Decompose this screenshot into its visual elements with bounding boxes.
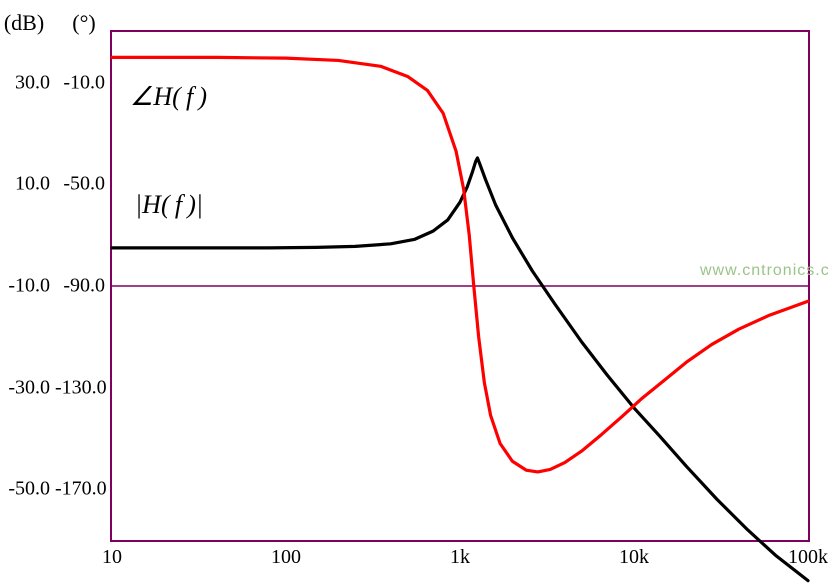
y-tick-deg: -50.0 bbox=[55, 173, 105, 196]
x-tick: 100k bbox=[788, 546, 828, 569]
y-tick-deg: -10.0 bbox=[55, 71, 105, 94]
phase-line bbox=[112, 57, 808, 472]
phase-series-label: ∠H( f ) bbox=[130, 82, 207, 112]
x-tick: 100 bbox=[271, 546, 301, 569]
x-tick: 1k bbox=[450, 546, 470, 569]
y-axis-db-unit: (dB) bbox=[0, 10, 48, 36]
series-lines bbox=[112, 57, 808, 580]
x-tick: 10k bbox=[619, 546, 649, 569]
magnitude-series-label: |H( f )| bbox=[135, 190, 203, 220]
plot-area bbox=[110, 30, 810, 542]
y-tick-db: 30.0 bbox=[0, 71, 50, 94]
y-tick-db: 10.0 bbox=[0, 173, 50, 196]
y-tick-deg: -170.0 bbox=[55, 478, 105, 501]
y-tick-db: -50.0 bbox=[0, 478, 50, 501]
bode-chart-container: (dB) (°) 30.0 10.0 -10.0 -30.0 -50.0 -10.0 -5… bbox=[0, 0, 828, 583]
y-tick-db: -10.0 bbox=[0, 275, 50, 298]
y-axis-deg-unit: (°) bbox=[60, 10, 108, 36]
y-tick-deg: -90.0 bbox=[55, 275, 105, 298]
magnitude-line bbox=[112, 158, 808, 581]
y-tick-deg: -130.0 bbox=[55, 376, 105, 399]
plot-svg bbox=[112, 32, 808, 540]
y-tick-db: -30.0 bbox=[0, 376, 50, 399]
x-tick: 10 bbox=[102, 546, 122, 569]
